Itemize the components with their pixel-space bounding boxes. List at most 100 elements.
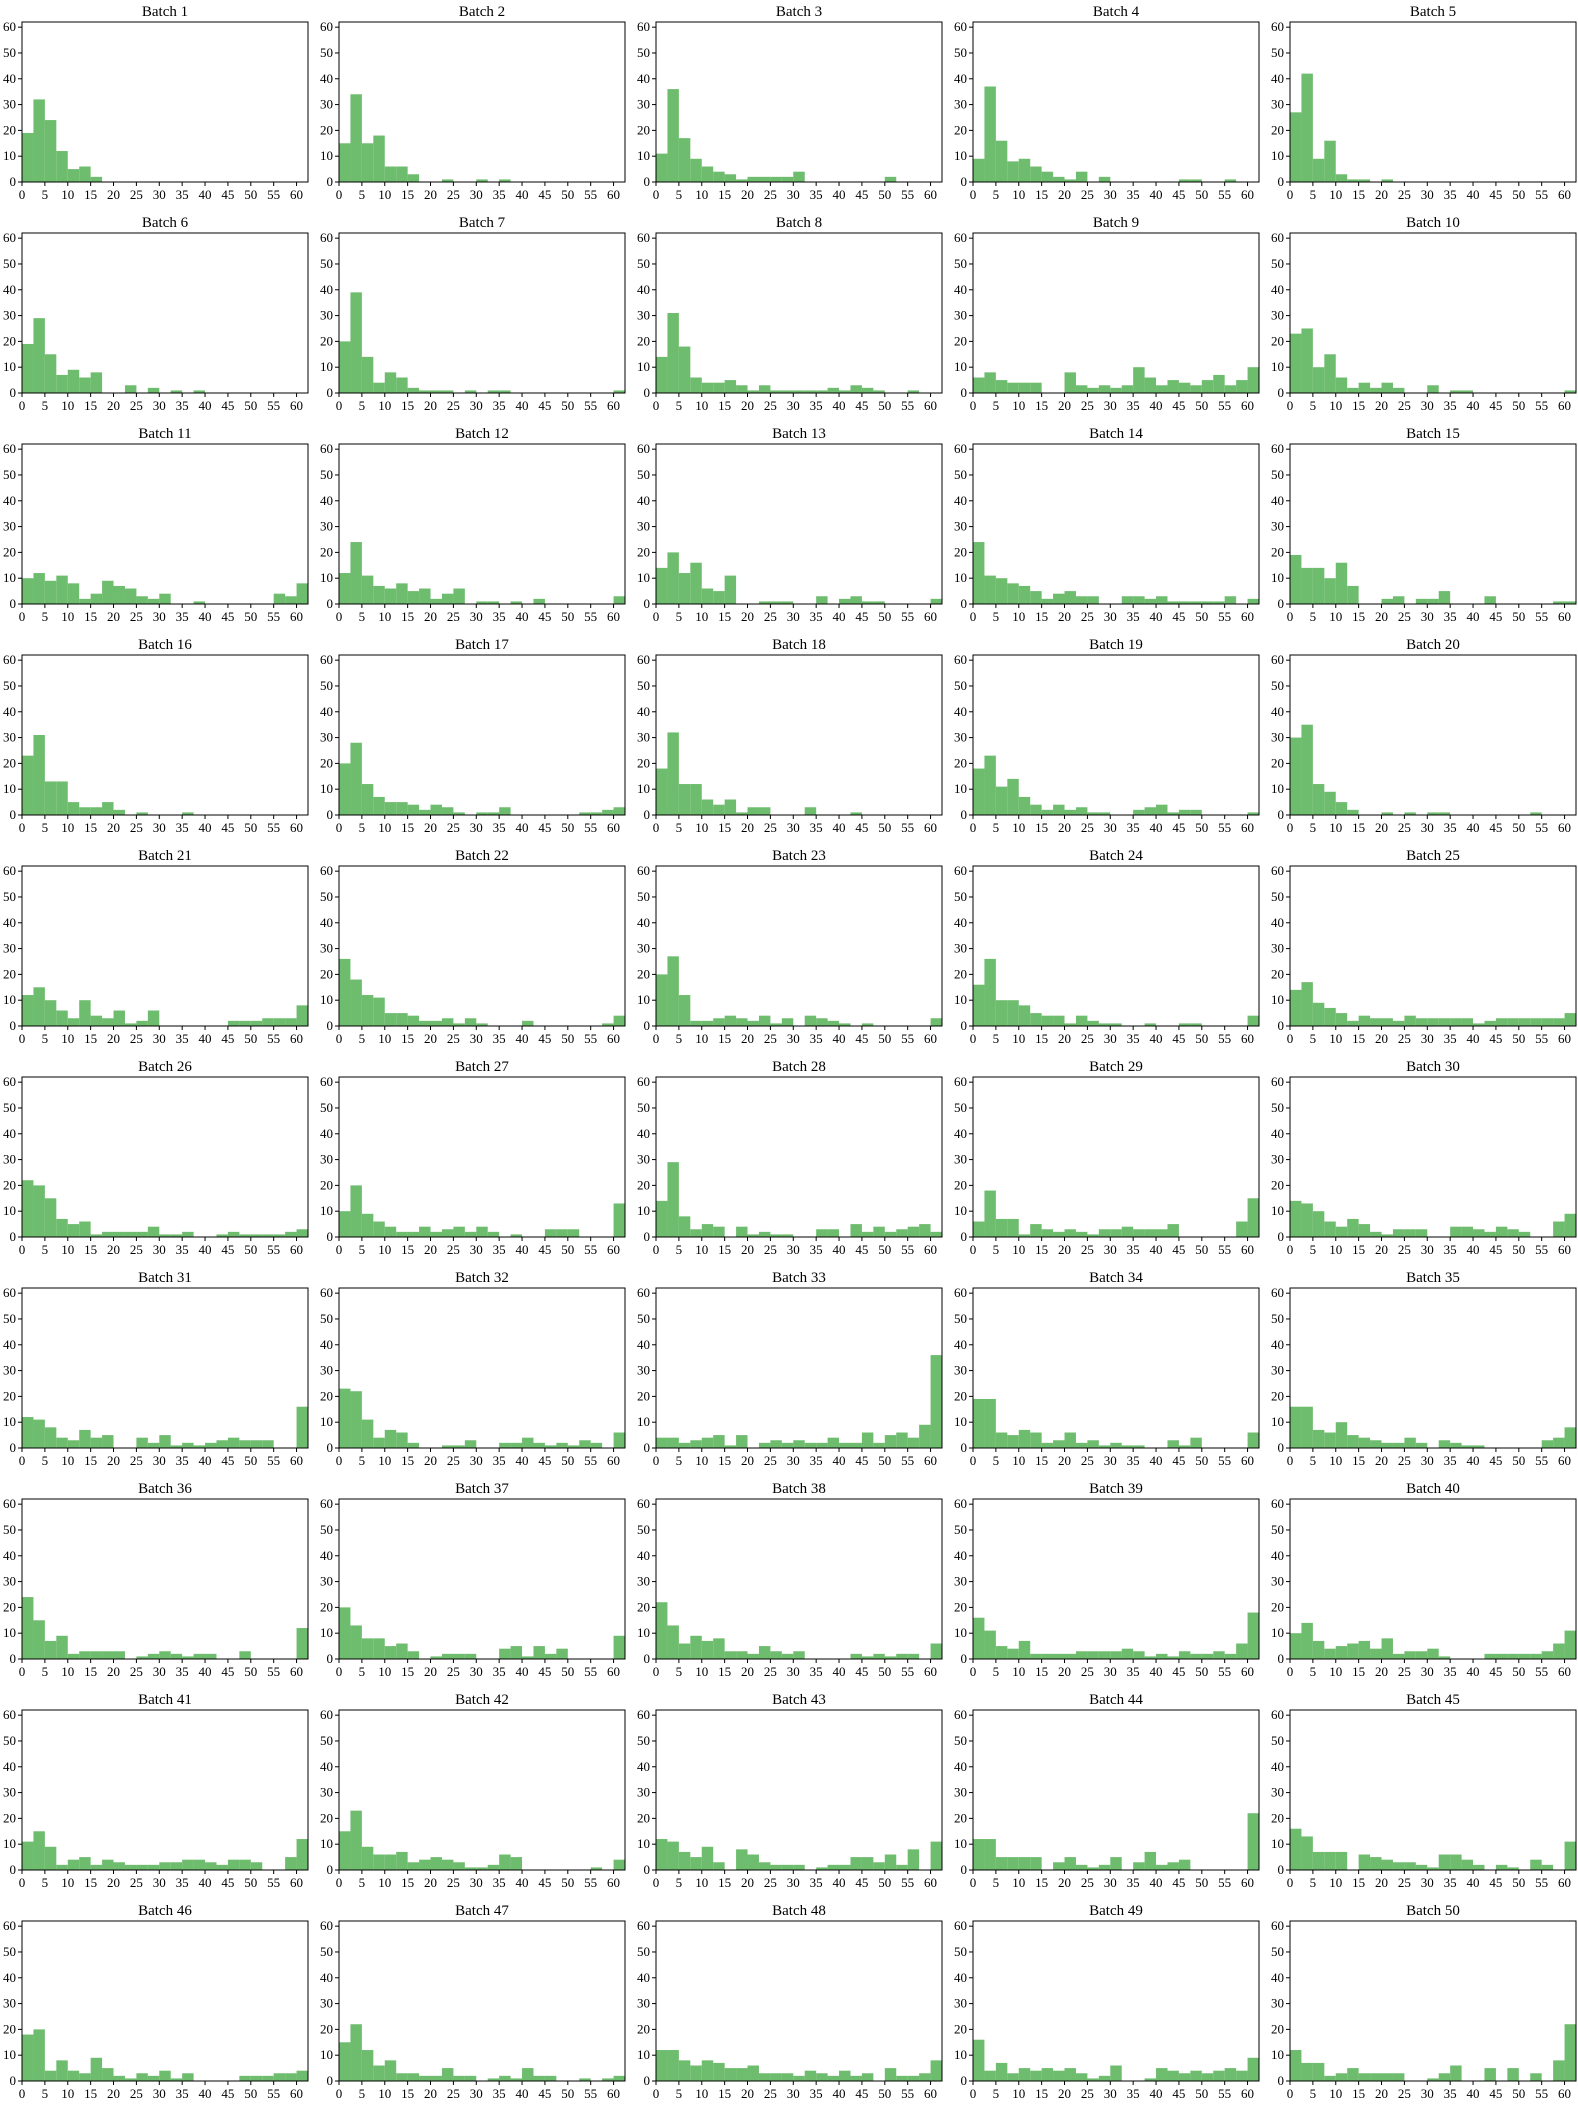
- y-tick-label: 50: [1271, 1311, 1284, 1326]
- histogram-bar: [1098, 1864, 1111, 1870]
- histogram-bar: [1495, 1864, 1508, 1870]
- histogram-bar: [1178, 1859, 1191, 1870]
- y-tick-label: 40: [3, 493, 16, 508]
- histogram-bar: [973, 1839, 985, 1870]
- histogram-bar: [124, 1023, 137, 1026]
- histogram-bar: [613, 596, 625, 604]
- histogram-bar: [1404, 1015, 1416, 1026]
- x-tick-label: 60: [1241, 1453, 1254, 1468]
- histogram-bar: [1110, 1857, 1122, 1870]
- x-tick-label: 20: [1058, 1875, 1071, 1890]
- histogram-bar: [430, 1020, 442, 1026]
- y-tick-label: 10: [3, 781, 16, 796]
- y-tick-label: 20: [637, 544, 650, 559]
- histogram-bar: [159, 1435, 171, 1448]
- histogram-bar: [147, 1442, 160, 1448]
- x-tick-label: 35: [1127, 1664, 1140, 1679]
- histogram-bar: [1312, 1429, 1325, 1448]
- x-tick-label: 25: [1398, 1242, 1411, 1257]
- histogram-bar: [102, 802, 114, 815]
- x-tick-label: 10: [1329, 1031, 1342, 1046]
- x-tick-label: 10: [695, 398, 708, 413]
- histogram-bar: [56, 781, 68, 815]
- x-tick-label: 0: [653, 1875, 660, 1890]
- histogram-bar: [544, 2075, 557, 2081]
- plot-frame: [21, 21, 309, 183]
- histogram-bar: [339, 143, 351, 182]
- y-tick-label: 10: [954, 2047, 967, 2062]
- x-tick-label: 20: [741, 2086, 754, 2101]
- x-tick-label: 10: [695, 1875, 708, 1890]
- y-tick-label: 10: [3, 570, 16, 585]
- histogram-bar: [678, 346, 691, 393]
- x-tick-label: 25: [764, 398, 777, 413]
- x-tick-label: 10: [378, 187, 391, 202]
- y-tick-label: 60: [320, 1074, 333, 1089]
- histogram-bar: [690, 2065, 702, 2081]
- histogram-bar: [182, 1656, 194, 1659]
- histogram-bar: [713, 382, 725, 393]
- histogram-bar: [44, 580, 57, 604]
- x-tick-label: 0: [653, 2086, 660, 2101]
- histogram-bar: [1541, 1018, 1554, 1026]
- y-tick-label: 60: [3, 863, 16, 878]
- x-tick-label: 25: [1398, 398, 1411, 413]
- x-tick-label: 50: [1512, 187, 1525, 202]
- histogram-bar: [1247, 812, 1259, 815]
- x-tick-label: 10: [695, 1664, 708, 1679]
- histogram-bar: [1156, 1653, 1168, 1659]
- y-tick-label: 40: [637, 1126, 650, 1141]
- histogram-bar: [1335, 2073, 1348, 2081]
- x-tick-label: 0: [653, 1031, 660, 1046]
- x-tick-label: 10: [1012, 1031, 1025, 1046]
- histogram-bar: [159, 1234, 171, 1237]
- histogram-bar: [384, 1013, 397, 1026]
- plot-frame: [21, 865, 309, 1027]
- histogram-bar: [239, 2075, 251, 2081]
- x-tick-label: 50: [244, 187, 257, 202]
- y-tick-label: 40: [3, 1970, 16, 1985]
- histogram-bar: [804, 807, 817, 815]
- histogram-bar: [510, 601, 523, 604]
- histogram-bar: [1247, 2057, 1259, 2081]
- x-tick-label: 60: [1241, 187, 1254, 202]
- histogram-bar: [296, 1406, 308, 1448]
- histogram-bar: [1301, 73, 1313, 182]
- x-tick-label: 50: [561, 609, 574, 624]
- x-tick-label: 25: [1398, 609, 1411, 624]
- histogram-bar: [1370, 1648, 1382, 1659]
- y-tick-label: 0: [961, 1651, 968, 1666]
- histogram-bar: [781, 1442, 794, 1448]
- histogram-bar: [407, 1651, 420, 1659]
- y-tick-label: 10: [637, 781, 650, 796]
- y-tick-label: 60: [3, 1074, 16, 1089]
- y-tick-label: 10: [320, 1203, 333, 1218]
- histogram-bar: [1370, 1018, 1382, 1026]
- x-tick-label: 60: [924, 1664, 937, 1679]
- histogram-bar: [690, 1857, 702, 1870]
- y-tick-label: 50: [637, 678, 650, 693]
- y-tick-label: 20: [320, 1599, 333, 1614]
- histogram-bar: [1370, 1231, 1382, 1237]
- histogram-bar: [1392, 2073, 1405, 2081]
- x-tick-label: 15: [84, 1875, 97, 1890]
- x-tick-label: 50: [561, 1453, 574, 1468]
- x-tick-label: 50: [561, 1031, 574, 1046]
- x-tick-label: 55: [267, 1242, 280, 1257]
- histogram-bar: [758, 1015, 771, 1026]
- y-tick-label: 30: [1271, 308, 1284, 323]
- histogram-bar: [1564, 1630, 1576, 1659]
- histogram-bar: [44, 1640, 57, 1659]
- x-tick-label: 40: [1467, 1875, 1480, 1890]
- y-tick-label: 60: [3, 230, 16, 245]
- y-tick-label: 50: [954, 45, 967, 60]
- x-tick-label: 25: [1398, 2086, 1411, 2101]
- histogram-bar: [1370, 387, 1382, 393]
- x-tick-label: 30: [153, 1242, 166, 1257]
- histogram-bar: [510, 1857, 523, 1870]
- histogram-bar: [407, 1442, 420, 1448]
- histogram-bar: [816, 390, 828, 393]
- x-tick-label: 10: [695, 820, 708, 835]
- histogram-bar: [873, 601, 885, 604]
- histogram-bar: [182, 2073, 194, 2081]
